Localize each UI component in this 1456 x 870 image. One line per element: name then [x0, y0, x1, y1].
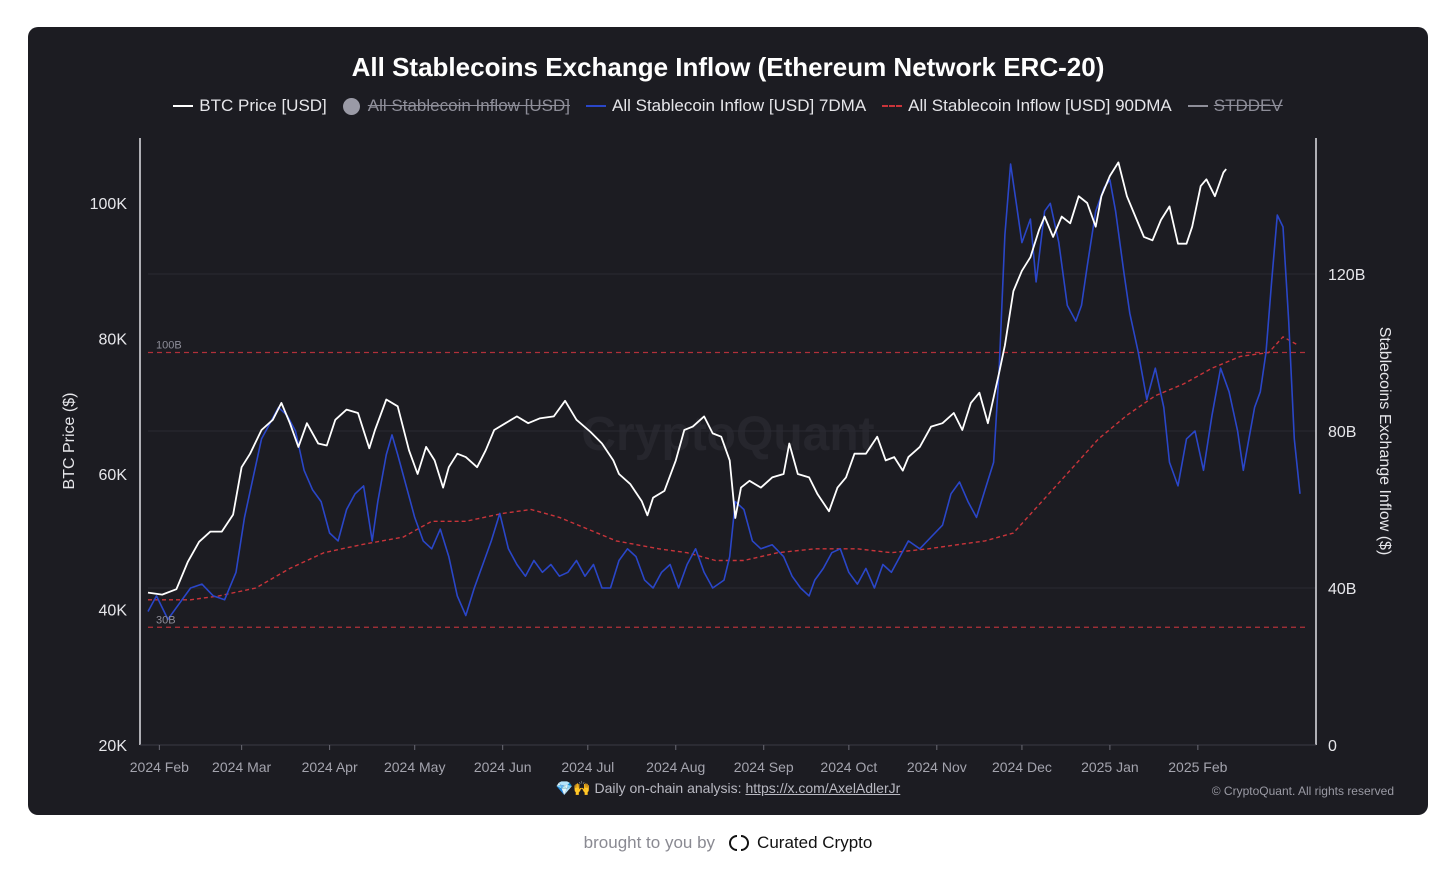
x-tick-label: 2024 Nov	[907, 759, 967, 775]
footer-note: 💎🙌 Daily on-chain analysis: https://x.co…	[0, 780, 1456, 797]
left-tick-label: 60K	[99, 467, 128, 484]
x-tick-label: 2025 Feb	[1168, 759, 1227, 775]
right-tick-label: 40B	[1328, 581, 1356, 598]
chart-title: All Stablecoins Exchange Inflow (Ethereu…	[351, 52, 1105, 82]
brand-name: Curated Crypto	[757, 833, 873, 852]
legend-label: BTC Price [USD]	[199, 96, 327, 115]
legend-label: STDDEV	[1213, 96, 1283, 115]
legend-item-90dma[interactable]: All Stablecoin Inflow [USD] 90DMA	[882, 96, 1172, 116]
x-tick-label: 2024 Oct	[820, 759, 877, 775]
left-tick-label: 40K	[99, 603, 128, 620]
footer-text: Daily on-chain analysis:	[594, 780, 742, 796]
chart-card	[28, 27, 1428, 815]
legend-item-stablecoin-inflow[interactable]: All Stablecoin Inflow [USD]	[342, 96, 570, 116]
legend-label: All Stablecoin Inflow [USD] 90DMA	[908, 96, 1172, 115]
right-tick-label: 80B	[1328, 424, 1356, 441]
legend: BTC Price [USD] All Stablecoin Inflow [U…	[0, 96, 1456, 116]
legend-line-icon	[586, 105, 606, 107]
legend-label: All Stablecoin Inflow [USD] 7DMA	[612, 96, 867, 115]
legend-dot-icon	[342, 97, 360, 115]
right-axis-title: Stablecoins Exchange Inflow ($)	[1376, 327, 1393, 556]
x-tick-label: 2024 Jul	[561, 759, 614, 775]
left-axis-title: BTC Price ($)	[61, 393, 78, 490]
reference-line-label: 100B	[156, 340, 182, 352]
legend-dash-icon	[882, 105, 903, 107]
brought-by: brought to you by Curated Crypto	[0, 833, 1456, 853]
legend-item-7dma[interactable]: All Stablecoin Inflow [USD] 7DMA	[586, 96, 866, 116]
x-tick-label: 2024 Feb	[130, 759, 189, 775]
x-tick-label: 2024 Mar	[212, 759, 271, 775]
x-tick-label: 2024 May	[384, 759, 445, 775]
x-tick-label: 2024 Apr	[302, 759, 358, 775]
diamond-hands-icon: 💎🙌	[555, 780, 591, 796]
right-tick-label: 120B	[1328, 267, 1365, 284]
left-tick-label: 80K	[99, 332, 128, 349]
watermark: CryptoQuant	[581, 408, 874, 461]
x-tick-label: 2024 Aug	[646, 759, 705, 775]
reference-line-label: 30B	[156, 614, 176, 626]
stablecoin-90dma-line	[148, 336, 1298, 601]
x-tick-label: 2024 Jun	[474, 759, 532, 775]
legend-item-btc-price[interactable]: BTC Price [USD]	[173, 96, 327, 116]
left-tick-label: 20K	[99, 738, 128, 755]
x-tick-label: 2024 Sep	[734, 759, 794, 775]
left-tick-label: 100K	[90, 196, 128, 213]
legend-label: All Stablecoin Inflow [USD]	[367, 96, 570, 115]
legend-line-icon	[1187, 105, 1208, 107]
stablecoin-7dma-line	[147, 163, 1301, 621]
curated-crypto-logo-icon	[729, 835, 750, 851]
right-tick-label: 0	[1328, 738, 1337, 755]
x-tick-label: 2024 Dec	[992, 759, 1052, 775]
legend-line-icon	[173, 105, 194, 107]
legend-item-stddev[interactable]: STDDEV	[1187, 96, 1283, 116]
btc-price-line	[147, 161, 1227, 596]
copyright: © CryptoQuant. All rights reserved	[1211, 784, 1394, 798]
x-tick-label: 2025 Jan	[1081, 759, 1139, 775]
brought-by-prefix: brought to you by	[583, 833, 716, 852]
footer-link[interactable]: https://x.com/AxelAdlerJr	[745, 780, 901, 796]
